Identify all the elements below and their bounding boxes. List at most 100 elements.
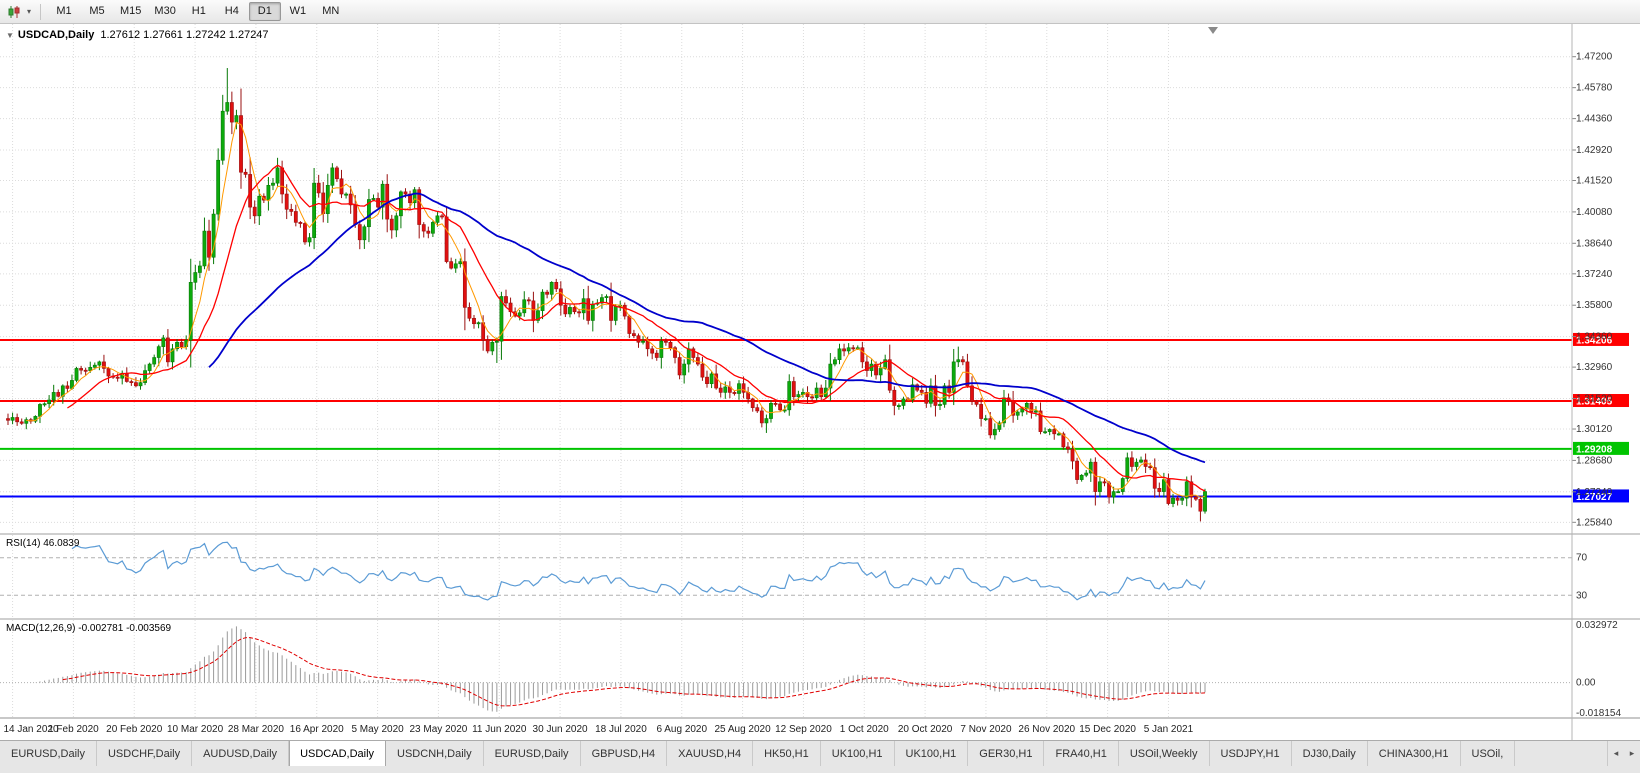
grid-layer xyxy=(0,24,1572,718)
svg-text:70: 70 xyxy=(1576,553,1588,564)
svg-text:20 Feb 2020: 20 Feb 2020 xyxy=(106,724,163,735)
chart-tab[interactable]: USDCHF,Daily xyxy=(96,741,193,766)
bottom-strip xyxy=(0,766,1640,773)
chart-tab[interactable]: XAUUSD,H4 xyxy=(667,741,754,766)
rsi-line xyxy=(71,541,1206,601)
moving-averages-layer xyxy=(26,121,1206,499)
timeframe-button-d1[interactable]: D1 xyxy=(248,2,281,21)
rsi-pane-layer: 70 30 xyxy=(0,541,1588,601)
chart-tab[interactable]: GER30,H1 xyxy=(968,741,1045,766)
svg-text:-0.018154: -0.018154 xyxy=(1576,708,1621,719)
svg-text:1 Feb 2020: 1 Feb 2020 xyxy=(48,724,99,735)
svg-text:1.29208: 1.29208 xyxy=(1576,444,1613,455)
svg-text:16 Apr 2020: 16 Apr 2020 xyxy=(290,724,344,735)
toolbar: ▾ M1 M5 M15 M30 H1 H4 D1 W1 MN xyxy=(0,0,1640,24)
chart-tab[interactable]: USDCNH,Daily xyxy=(386,741,484,766)
svg-text:11 Jun 2020: 11 Jun 2020 xyxy=(472,724,527,735)
chart-tab[interactable]: UK100,H1 xyxy=(894,741,969,766)
svg-text:1.27027: 1.27027 xyxy=(1576,492,1613,503)
chart-tab[interactable]: USDCAD,Daily xyxy=(289,741,387,766)
ma-line-slow xyxy=(208,192,1206,464)
timeframe-button-m30[interactable]: M30 xyxy=(154,5,176,17)
candles-layer xyxy=(6,68,1207,522)
ma-line-medium xyxy=(67,164,1206,492)
chart-tab[interactable]: FRA40,H1 xyxy=(1044,741,1119,766)
chart-tab[interactable]: UK100,H1 xyxy=(820,741,895,766)
svg-text:1.32960: 1.32960 xyxy=(1576,362,1613,373)
chart-tab[interactable]: DJ30,Daily xyxy=(1291,741,1368,766)
svg-text:0.032972: 0.032972 xyxy=(1576,620,1618,631)
chart-type-icon[interactable] xyxy=(5,3,23,21)
svg-text:1.28680: 1.28680 xyxy=(1576,455,1613,466)
chart-tab[interactable]: EURUSD,Daily xyxy=(483,741,581,766)
price-tag xyxy=(1573,332,1629,346)
svg-text:1 Oct 2020: 1 Oct 2020 xyxy=(840,724,889,735)
one-click-trading-caret-icon[interactable]: ▼ xyxy=(6,31,14,40)
svg-text:6 Aug 2020: 6 Aug 2020 xyxy=(656,724,707,735)
svg-text:1.31520: 1.31520 xyxy=(1576,394,1613,405)
chart-tabs-bar: EURUSD,Daily USDCHF,Daily AUDUSD,Daily USDC… xyxy=(0,740,1640,766)
svg-text:30: 30 xyxy=(1576,590,1588,601)
candlestick-glyph xyxy=(8,5,20,18)
timeframe-button-m5[interactable]: M5 xyxy=(89,5,105,17)
chart-tab[interactable]: USDJPY,H1 xyxy=(1209,741,1292,766)
horizontal-lines-layer[interactable]: 1.34206 1.31405 1.29208 1.27027 xyxy=(0,332,1629,503)
svg-text:1.37240: 1.37240 xyxy=(1576,269,1613,280)
svg-text:1.34360: 1.34360 xyxy=(1576,332,1613,343)
svg-text:30 Jun 2020: 30 Jun 2020 xyxy=(533,724,588,735)
chart-tab[interactable]: USOil, xyxy=(1460,741,1516,766)
tab-scroll-right-button[interactable]: ▸ xyxy=(1629,748,1635,758)
svg-text:1.41520: 1.41520 xyxy=(1576,176,1613,187)
chart-tab[interactable]: GBPUSD,H4 xyxy=(580,741,668,766)
svg-text:25 Aug 2020: 25 Aug 2020 xyxy=(715,724,772,735)
pane-splitter[interactable] xyxy=(0,533,1640,535)
timeframe-button-m15[interactable]: M15 xyxy=(120,5,142,17)
timeframe-buttons-group: M1 M5 M15 M30 H1 H4 D1 W1 MN xyxy=(48,2,347,21)
pane-chrome-layer xyxy=(0,24,1640,740)
chart-canvas[interactable]: 1.34206 1.31405 1.29208 1.27027 70 30 0.032972… xyxy=(0,24,1640,740)
macd-pane-layer: 0.032972 0.00 -0.018154 xyxy=(0,620,1621,719)
chart-tab[interactable]: CHINA300,H1 xyxy=(1367,741,1461,766)
timeframe-button-h4[interactable]: H4 xyxy=(224,5,239,17)
svg-text:1.27240: 1.27240 xyxy=(1576,487,1613,498)
svg-text:26 Nov 2020: 26 Nov 2020 xyxy=(1018,724,1075,735)
toolbar-separator xyxy=(40,3,42,20)
svg-text:10 Mar 2020: 10 Mar 2020 xyxy=(167,724,224,735)
ma-line-fast xyxy=(26,121,1206,499)
timeframe-button-w1[interactable]: W1 xyxy=(289,5,307,17)
svg-text:1.42920: 1.42920 xyxy=(1576,145,1613,156)
timeframe-button-mn[interactable]: MN xyxy=(322,5,340,17)
svg-text:5 Jan 2021: 5 Jan 2021 xyxy=(1144,724,1194,735)
chart-tab[interactable]: EURUSD,Daily xyxy=(0,741,97,766)
svg-text:1.44360: 1.44360 xyxy=(1576,114,1613,125)
price-axis-layer: 1.47200 1.45780 1.44360 1.42920 1.41520 1.400… xyxy=(1572,52,1613,528)
svg-text:18 Jul 2020: 18 Jul 2020 xyxy=(595,724,647,735)
chart-tab[interactable]: USOil,Weekly xyxy=(1118,741,1210,766)
price-tag xyxy=(1573,441,1629,455)
chart-tab[interactable]: AUDUSD,Daily xyxy=(192,741,290,766)
svg-text:1.45780: 1.45780 xyxy=(1576,83,1613,94)
chart-shift-marker-icon[interactable] xyxy=(1208,27,1218,34)
pane-splitter[interactable] xyxy=(0,618,1640,620)
svg-text:14 Jan 2020: 14 Jan 2020 xyxy=(3,724,58,735)
svg-text:1.30120: 1.30120 xyxy=(1576,424,1613,435)
tab-scroll-left-button[interactable]: ◂ xyxy=(1613,748,1619,758)
svg-text:1.34206: 1.34206 xyxy=(1576,335,1613,346)
svg-text:23 May 2020: 23 May 2020 xyxy=(410,724,468,735)
svg-text:0.00: 0.00 xyxy=(1576,678,1596,689)
chart-type-caret-icon[interactable]: ▾ xyxy=(27,7,32,16)
svg-text:5 May 2020: 5 May 2020 xyxy=(351,724,404,735)
svg-text:15 Dec 2020: 15 Dec 2020 xyxy=(1079,724,1136,735)
timeframe-button-h1[interactable]: H1 xyxy=(191,5,206,17)
svg-text:20 Oct 2020: 20 Oct 2020 xyxy=(898,724,953,735)
svg-text:1.31405: 1.31405 xyxy=(1576,397,1613,408)
svg-text:1.25840: 1.25840 xyxy=(1576,517,1613,528)
chart-window[interactable]: 1.34206 1.31405 1.29208 1.27027 70 30 0.032972… xyxy=(0,24,1640,740)
svg-text:1.47200: 1.47200 xyxy=(1576,52,1613,63)
price-tag xyxy=(1573,489,1629,503)
svg-text:1.38640: 1.38640 xyxy=(1576,238,1613,249)
svg-text:7 Nov 2020: 7 Nov 2020 xyxy=(960,724,1012,735)
chart-tab[interactable]: HK50,H1 xyxy=(753,741,821,766)
timeframe-button-m1[interactable]: M1 xyxy=(56,5,72,17)
